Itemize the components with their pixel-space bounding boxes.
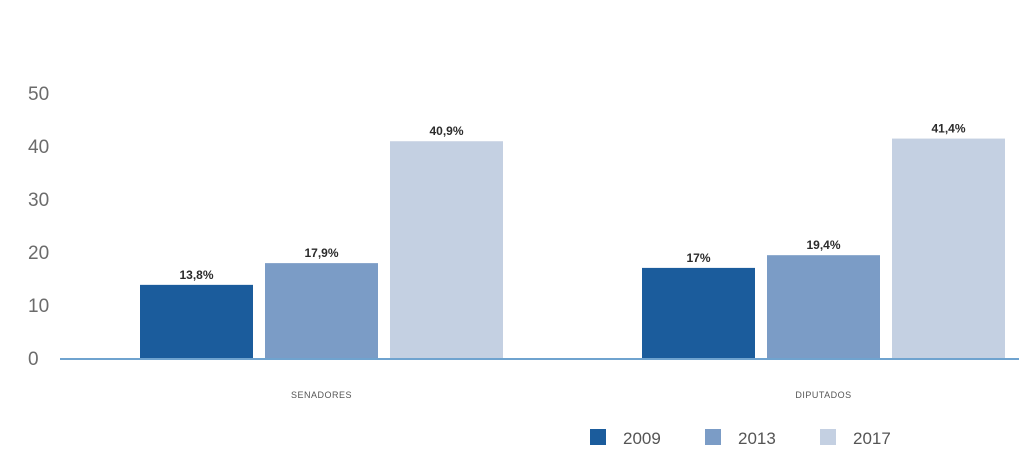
legend-label: 2009	[623, 429, 661, 448]
y-tick-label: 0	[28, 349, 39, 370]
bar	[767, 255, 880, 358]
bar	[642, 267, 755, 358]
data-label: 17,9%	[304, 246, 338, 260]
y-tick-label: 50	[28, 84, 49, 105]
category-label: DIPUTADOS	[795, 390, 851, 400]
data-label: 13,8%	[179, 268, 213, 282]
y-tick-label: 10	[28, 296, 49, 317]
bar	[390, 141, 503, 358]
category-label: SENADORES	[291, 390, 352, 400]
y-tick-label: 40	[28, 137, 49, 158]
legend-swatch	[820, 429, 836, 445]
data-label: 41,4%	[931, 122, 965, 136]
bar	[892, 138, 1005, 358]
legend-label: 2017	[853, 429, 891, 448]
y-tick-label: 20	[28, 243, 49, 264]
data-label: 40,9%	[429, 124, 463, 138]
legend-swatch	[705, 429, 721, 445]
bar	[265, 263, 378, 358]
legend-label: 2013	[738, 429, 776, 448]
data-label: 17%	[686, 251, 710, 265]
data-label: 19,4%	[806, 238, 840, 252]
bar	[140, 284, 253, 358]
y-tick-label: 30	[28, 190, 49, 211]
legend-swatch	[590, 429, 606, 445]
